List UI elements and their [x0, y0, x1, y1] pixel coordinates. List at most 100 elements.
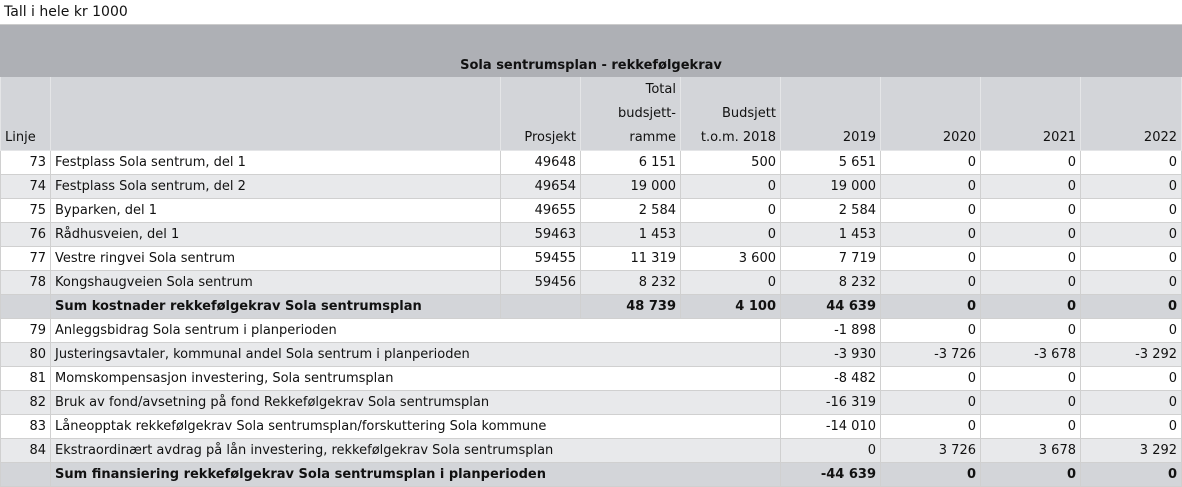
y2021-cell: 0: [980, 318, 1081, 343]
cost-sum-row: Sum kostnader rekkefølgekrav Sola sentru…: [0, 294, 1182, 319]
name-cell: Festplass Sola sentrum, del 2: [50, 174, 501, 199]
y2019-cell: 5 651: [780, 150, 881, 175]
y2020-cell: 0: [880, 174, 981, 199]
table-row: 78 Kongshaugveien Sola sentrum 59456 8 232 0…: [0, 270, 1182, 295]
table-row: 74 Festplass Sola sentrum, del 2 49654 19 0…: [0, 174, 1182, 199]
header-name: [50, 76, 501, 151]
y2019-cell: 8 232: [780, 270, 881, 295]
total-cell: 6 151: [580, 150, 681, 175]
y2020-cell: -3 726: [880, 342, 981, 367]
y2022-cell: 0: [1079, 366, 1182, 391]
budsjett-cell: 0: [680, 222, 781, 247]
name-cell: Sum finansiering rekkefølgekrav Sola sen…: [50, 462, 781, 487]
y2022-cell: 0: [1079, 294, 1182, 319]
name-cell: Festplass Sola sentrum, del 1: [50, 150, 501, 175]
budsjett-cell: 4 100: [680, 294, 781, 319]
name-cell: Momskompensasjon investering, Sola sentr…: [50, 366, 781, 391]
y2021-cell: 0: [980, 222, 1081, 247]
budsjett-cell: 0: [680, 270, 781, 295]
linje-cell: 73: [0, 150, 51, 175]
y2019-cell: -8 482: [780, 366, 881, 391]
y2019-cell: 7 719: [780, 246, 881, 271]
header-prosjekt: Prosjekt: [500, 76, 581, 151]
total-cell: 1 453: [580, 222, 681, 247]
y2022-cell: 0: [1079, 462, 1182, 487]
prosjekt-cell: 49648: [500, 150, 581, 175]
prosjekt-cell: [500, 294, 581, 319]
linje-cell: 74: [0, 174, 51, 199]
prosjekt-cell: 59456: [500, 270, 581, 295]
table-row: 83 Låneopptak rekkefølgekrav Sola sentrum…: [0, 414, 1182, 439]
y2019-cell: -3 930: [780, 342, 881, 367]
header-2021: 2021: [980, 76, 1081, 151]
linje-cell: 76: [0, 222, 51, 247]
name-cell: Ekstraordinært avdrag på lån investering…: [50, 438, 781, 463]
table-row: 75 Byparken, del 1 49655 2 584 0 2 584 0 0 0: [0, 198, 1182, 223]
prosjekt-cell: 59455: [500, 246, 581, 271]
header-budsjett-line: Budsjett: [722, 106, 776, 121]
y2022-cell: 0: [1079, 174, 1182, 199]
y2022-cell: 0: [1079, 222, 1182, 247]
name-cell: Rådhusveien, del 1: [50, 222, 501, 247]
y2020-cell: 0: [880, 390, 981, 415]
y2019-cell: -1 898: [780, 318, 881, 343]
name-cell: Justeringsavtaler, kommunal andel Sola s…: [50, 342, 781, 367]
y2019-cell: 2 584: [780, 198, 881, 223]
y2022-cell: 0: [1079, 246, 1182, 271]
linje-cell: 80: [0, 342, 51, 367]
linje-cell: 75: [0, 198, 51, 223]
name-cell: Vestre ringvei Sola sentrum: [50, 246, 501, 271]
y2021-cell: 3 678: [980, 438, 1081, 463]
header-2022: 2022: [1079, 76, 1182, 151]
y2019-cell: -14 010: [780, 414, 881, 439]
y2021-cell: 0: [980, 390, 1081, 415]
table-row: 73 Festplass Sola sentrum, del 1 49648 6 15…: [0, 150, 1182, 175]
linje-cell: 79: [0, 318, 51, 343]
y2021-cell: 0: [980, 174, 1081, 199]
y2019-cell: 44 639: [780, 294, 881, 319]
header-total-line: Total: [645, 82, 676, 97]
linje-cell: 81: [0, 366, 51, 391]
table-row: 81 Momskompensasjon investering, Sola sen…: [0, 366, 1182, 391]
y2020-cell: 0: [880, 246, 981, 271]
y2019-cell: 0: [780, 438, 881, 463]
prosjekt-cell: 59463: [500, 222, 581, 247]
y2020-cell: 0: [880, 318, 981, 343]
total-cell: 19 000: [580, 174, 681, 199]
y2020-cell: 0: [880, 294, 981, 319]
y2021-cell: 0: [980, 270, 1081, 295]
y2021-cell: 0: [980, 150, 1081, 175]
y2020-cell: 0: [880, 270, 981, 295]
y2019-cell: -44 639: [780, 462, 881, 487]
linje-cell: 82: [0, 390, 51, 415]
y2020-cell: 0: [880, 462, 981, 487]
y2019-cell: 19 000: [780, 174, 881, 199]
table-row: 76 Rådhusveien, del 1 59463 1 453 0 1 453 0 0 0: [0, 222, 1182, 247]
name-cell: Anleggsbidrag Sola sentrum i planperiode…: [50, 318, 781, 343]
total-cell: 2 584: [580, 198, 681, 223]
y2022-cell: 0: [1079, 270, 1182, 295]
y2022-cell: 0: [1079, 390, 1182, 415]
linje-cell: 84: [0, 438, 51, 463]
y2021-cell: 0: [980, 366, 1081, 391]
y2020-cell: 0: [880, 222, 981, 247]
table-row: 82 Bruk av fond/avsetning på fond Rekkefø…: [0, 390, 1182, 415]
prosjekt-cell: 49655: [500, 198, 581, 223]
table-row: 79 Anleggsbidrag Sola sentrum i planperio…: [0, 318, 1182, 343]
y2021-cell: 0: [980, 294, 1081, 319]
total-cell: 11 319: [580, 246, 681, 271]
y2020-cell: 0: [880, 366, 981, 391]
y2021-cell: 0: [980, 198, 1081, 223]
name-cell: Bruk av fond/avsetning på fond Rekkefølg…: [50, 390, 781, 415]
budget-table: Sola sentrumsplan - rekkefølgekrav Linje…: [0, 25, 1182, 487]
y2021-cell: 0: [980, 462, 1081, 487]
table-title: Sola sentrumsplan - rekkefølgekrav: [0, 25, 1182, 77]
budsjett-cell: 0: [680, 174, 781, 199]
linje-cell: [0, 462, 51, 487]
header-total: Total budsjett-ramme: [580, 76, 681, 151]
y2022-cell: -3 292: [1079, 342, 1182, 367]
budsjett-cell: 500: [680, 150, 781, 175]
name-cell: Sum kostnader rekkefølgekrav Sola sentru…: [50, 294, 501, 319]
header-row: Linje Prosjekt Total budsjett-ramme Budsj…: [0, 76, 1182, 151]
total-cell: 8 232: [580, 270, 681, 295]
